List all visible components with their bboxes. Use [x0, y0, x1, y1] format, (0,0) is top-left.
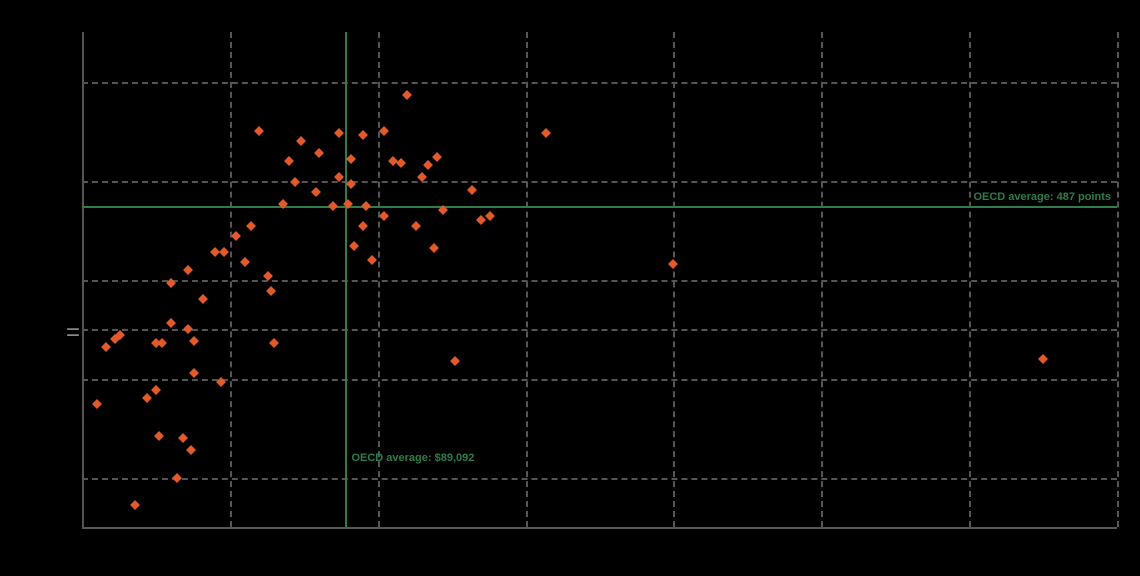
- data-point: [240, 257, 250, 267]
- data-point: [668, 259, 678, 269]
- data-point: [172, 473, 182, 483]
- data-point: [151, 385, 161, 395]
- data-point: [219, 247, 229, 257]
- ref-line-vertical: [345, 32, 347, 527]
- data-point: [467, 185, 477, 195]
- data-point: [349, 241, 359, 251]
- data-point: [450, 356, 460, 366]
- data-point: [151, 338, 161, 348]
- data-point: [485, 211, 495, 221]
- hgrid-line: [82, 280, 1117, 282]
- data-point: [358, 130, 368, 140]
- data-point: [541, 128, 551, 138]
- y-axis-line: [82, 32, 84, 527]
- ref-label-horizontal: OECD average: 487 points: [973, 191, 1111, 203]
- data-point: [142, 393, 152, 403]
- data-point: [358, 221, 368, 231]
- data-point: [388, 156, 398, 166]
- data-point: [346, 180, 356, 190]
- ref-line-horizontal: [82, 206, 1117, 208]
- vgrid-line: [1117, 32, 1119, 527]
- data-point: [284, 156, 294, 166]
- data-point: [263, 271, 273, 281]
- data-point: [189, 368, 199, 378]
- hgrid-line: [82, 82, 1117, 84]
- vgrid-line: [969, 32, 971, 527]
- data-point: [178, 433, 188, 443]
- plot-area: OECD average: 487 points OECD average: $8…: [82, 32, 1117, 527]
- data-point: [432, 152, 442, 162]
- data-point: [396, 158, 406, 168]
- hgrid-line: [82, 181, 1117, 183]
- x-axis-line: [82, 527, 1117, 529]
- data-point: [379, 211, 389, 221]
- data-point: [216, 378, 226, 388]
- data-point: [296, 136, 306, 146]
- data-point: [402, 90, 412, 100]
- vgrid-line: [821, 32, 823, 527]
- data-point: [231, 231, 241, 241]
- data-point: [346, 154, 356, 164]
- data-point: [130, 500, 140, 510]
- data-point: [246, 221, 256, 231]
- data-point: [367, 255, 377, 265]
- ref-label-vertical: OECD average: $89,092: [351, 452, 474, 464]
- scatter-chart: OECD average: 487 points OECD average: $8…: [0, 0, 1140, 576]
- data-point: [290, 178, 300, 188]
- data-point: [423, 160, 433, 170]
- vgrid-line: [526, 32, 528, 527]
- hgrid-line: [82, 379, 1117, 381]
- data-point: [314, 148, 324, 158]
- y-equals-glyph: =: [66, 321, 80, 345]
- data-point: [92, 399, 102, 409]
- data-point: [411, 221, 421, 231]
- hgrid-line: [82, 329, 1117, 331]
- data-point: [184, 265, 194, 275]
- data-point: [379, 126, 389, 136]
- data-point: [115, 330, 125, 340]
- data-point: [266, 286, 276, 296]
- hgrid-line: [82, 478, 1117, 480]
- data-point: [157, 338, 167, 348]
- data-point: [254, 126, 264, 136]
- data-point: [184, 324, 194, 334]
- data-point: [166, 279, 176, 289]
- vgrid-line: [230, 32, 232, 527]
- data-point: [334, 172, 344, 182]
- data-point: [189, 336, 199, 346]
- data-point: [311, 187, 321, 197]
- data-point: [166, 318, 176, 328]
- data-point: [210, 247, 220, 257]
- data-point: [101, 342, 111, 352]
- data-point: [334, 128, 344, 138]
- vgrid-line: [673, 32, 675, 527]
- vgrid-line: [378, 32, 380, 527]
- data-point: [110, 334, 120, 344]
- data-point: [476, 215, 486, 225]
- data-point: [417, 172, 427, 182]
- data-point: [269, 338, 279, 348]
- data-point: [198, 294, 208, 304]
- data-point: [1038, 354, 1048, 364]
- data-point: [186, 445, 196, 455]
- data-point: [154, 431, 164, 441]
- data-point: [429, 243, 439, 253]
